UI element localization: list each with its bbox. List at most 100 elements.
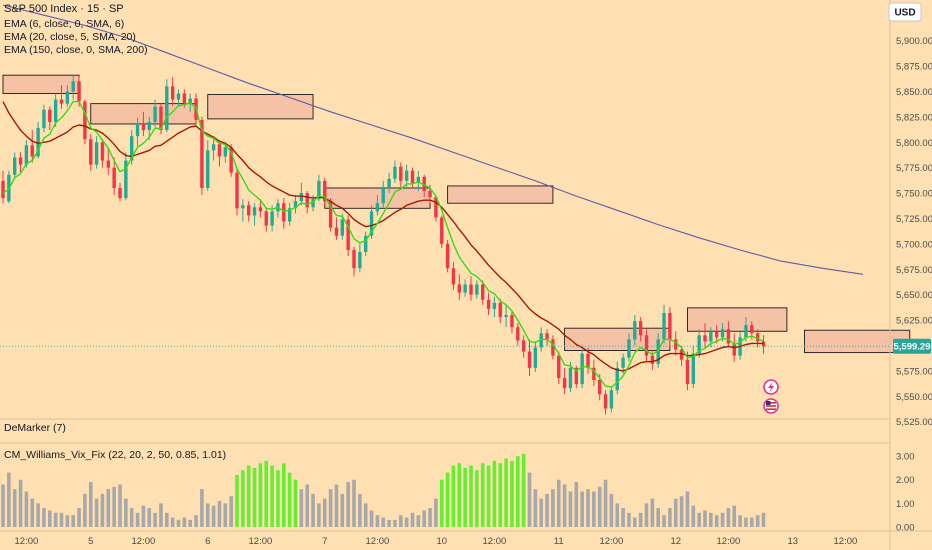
- vix-bar: [422, 510, 426, 527]
- candle-body: [241, 205, 245, 209]
- candle-body: [393, 166, 397, 179]
- vix-bar: [322, 498, 327, 527]
- vix-bar: [539, 498, 543, 527]
- vix-bar: [12, 489, 17, 527]
- indicator-ema-slow-label[interactable]: EMA (150, close, 0, SMA, 200): [4, 44, 148, 56]
- zone-box: [207, 94, 314, 120]
- vix-bar: [621, 508, 625, 527]
- y-tick-label: 5,900.00: [896, 36, 932, 47]
- candle-body: [428, 191, 432, 198]
- vix-bar: [445, 472, 450, 527]
- x-tick-label: 10: [436, 536, 447, 547]
- candle-body: [498, 302, 502, 318]
- vix-bar: [282, 463, 286, 527]
- vix-bar: [580, 491, 584, 527]
- x-tick-label: 12:00: [600, 536, 624, 547]
- candle-body: [592, 367, 596, 381]
- vix-bar: [428, 508, 432, 527]
- candle-body: [545, 333, 549, 340]
- vix-bar: [363, 503, 368, 527]
- vix-bar: [668, 508, 672, 527]
- candle-body: [364, 235, 368, 252]
- flash-icon[interactable]: [763, 379, 779, 395]
- vix-bar: [340, 493, 345, 527]
- vix-bar: [475, 470, 479, 527]
- x-tick-label: 12:00: [717, 536, 741, 547]
- candle-body: [13, 157, 17, 175]
- vix-bar: [416, 515, 421, 527]
- candle-body: [703, 335, 707, 342]
- vix-bar: [463, 467, 467, 527]
- candle-body: [691, 353, 695, 385]
- candle-body: [1, 180, 5, 199]
- vix-fix-pane-label[interactable]: CM_Williams_Vix_Fix (22, 20, 2, 50, 0.85…: [4, 449, 226, 461]
- vix-bar: [627, 512, 631, 527]
- vix-bar: [71, 515, 75, 527]
- vix-bar: [633, 517, 637, 527]
- indicator-ema-fast-label[interactable]: EMA (6, close, 0, SMA, 6): [4, 18, 124, 30]
- candle-body: [744, 325, 748, 338]
- last-price-tag: 5,599.29: [893, 338, 931, 354]
- vix-bar: [299, 489, 304, 527]
- y-tick-label: 5,525.00: [896, 417, 932, 428]
- candle-body: [598, 380, 602, 395]
- vix-bar: [83, 493, 87, 527]
- vix-bar: [94, 498, 99, 527]
- candle-body: [18, 157, 23, 165]
- vix-bar: [527, 472, 532, 527]
- vix-bar: [609, 493, 614, 527]
- zone-box: [687, 307, 788, 332]
- candle-body: [135, 123, 140, 137]
- candle-body: [165, 86, 169, 131]
- y-tick-label: 5,550.00: [896, 392, 932, 403]
- candle-body: [644, 335, 649, 356]
- candle-body: [440, 217, 444, 244]
- vix-bar: [381, 517, 386, 527]
- candle-body: [53, 99, 58, 122]
- vix-bar: [53, 512, 58, 527]
- vix-bar: [568, 491, 573, 527]
- y-tick-label: 5,700.00: [896, 239, 932, 250]
- demarker-pane-label[interactable]: DeMarker (7): [4, 422, 66, 434]
- candle-body: [586, 353, 590, 368]
- vix-bar: [650, 498, 655, 527]
- vix-bar: [135, 512, 140, 527]
- x-tick-label: 6: [205, 536, 210, 547]
- x-tick-label: 12: [670, 536, 681, 547]
- candle-body: [726, 329, 731, 344]
- vix-bar: [457, 463, 462, 527]
- currency-button[interactable]: USD: [888, 2, 922, 22]
- vix-bar: [358, 493, 362, 527]
- vix-bar: [194, 515, 198, 527]
- candle-body: [159, 106, 163, 131]
- candle-body: [539, 333, 543, 348]
- x-tick-label: 12:00: [249, 536, 273, 547]
- candle-body: [709, 331, 713, 342]
- candle-body: [685, 359, 690, 385]
- indicator-ema-mid-label[interactable]: EMA (20, close, 5, SMA, 20): [4, 31, 136, 43]
- vix-tick-label: 0.00: [896, 523, 915, 534]
- vix-bar: [510, 460, 514, 527]
- vix-bar: [656, 508, 660, 527]
- vix-bar: [153, 512, 157, 527]
- y-tick-label: 5,675.00: [896, 265, 932, 276]
- y-tick-label: 5,575.00: [896, 366, 932, 377]
- candle-body: [562, 377, 567, 389]
- candle-body: [609, 390, 614, 409]
- vix-bar: [36, 503, 40, 527]
- candle-body: [516, 327, 520, 341]
- us-flag-icon[interactable]: [763, 398, 779, 414]
- vix-bar: [732, 505, 737, 527]
- candle-body: [77, 81, 81, 102]
- candle-body: [715, 331, 719, 338]
- candle-body: [258, 207, 263, 212]
- vix-bar: [545, 493, 549, 527]
- vix-bar: [521, 453, 526, 527]
- vix-bar: [720, 512, 725, 527]
- vix-bar: [638, 512, 643, 527]
- vix-bar: [562, 484, 567, 527]
- candle-body: [118, 187, 122, 199]
- candle-body: [83, 101, 87, 140]
- candle-body: [112, 167, 116, 188]
